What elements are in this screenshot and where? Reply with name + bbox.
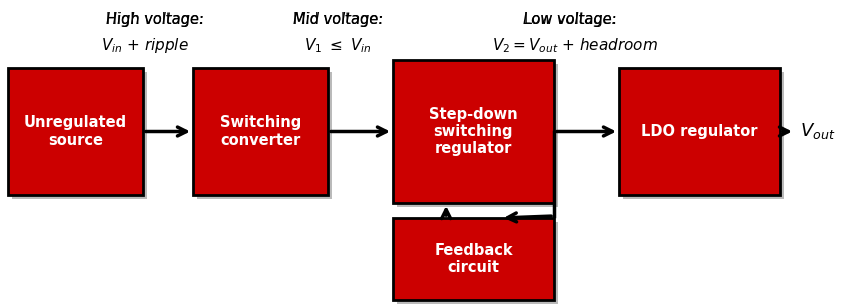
Bar [393, 218, 554, 300]
Text: Mid voltage:: Mid voltage: [293, 12, 383, 27]
Bar [197, 72, 332, 199]
Text: Step-down
switching
regulator: Step-down switching regulator [429, 107, 518, 156]
Text: Unregulated
source: Unregulated source [24, 115, 127, 148]
Bar [8, 68, 143, 195]
Text: Low voltage:: Low voltage: [524, 12, 616, 27]
Text: Mid voltage:: Mid voltage: [293, 12, 383, 27]
Text: $V_{in}$ $+$ $ripple$: $V_{in}$ $+$ $ripple$ [101, 36, 189, 55]
Text: $V_{out}$: $V_{out}$ [800, 121, 836, 141]
Text: High voltage:: High voltage: [106, 12, 204, 27]
Text: $V_2 = V_{out}$ $+$ $headroom$: $V_2 = V_{out}$ $+$ $headroom$ [492, 36, 658, 55]
Bar [193, 68, 328, 195]
Bar [397, 222, 558, 304]
Bar [393, 60, 554, 203]
Bar [619, 68, 780, 195]
Bar [623, 72, 784, 199]
Text: Switching
converter: Switching converter [220, 115, 301, 148]
Text: LDO regulator: LDO regulator [641, 124, 758, 139]
Text: High voltage:: High voltage: [106, 12, 204, 27]
Text: Low voltage:: Low voltage: [524, 12, 617, 27]
Text: $V_1$ $\leq$ $V_{in}$: $V_1$ $\leq$ $V_{in}$ [304, 36, 372, 55]
Bar [397, 64, 558, 207]
Bar [12, 72, 147, 199]
Text: Feedback
circuit: Feedback circuit [434, 243, 512, 275]
